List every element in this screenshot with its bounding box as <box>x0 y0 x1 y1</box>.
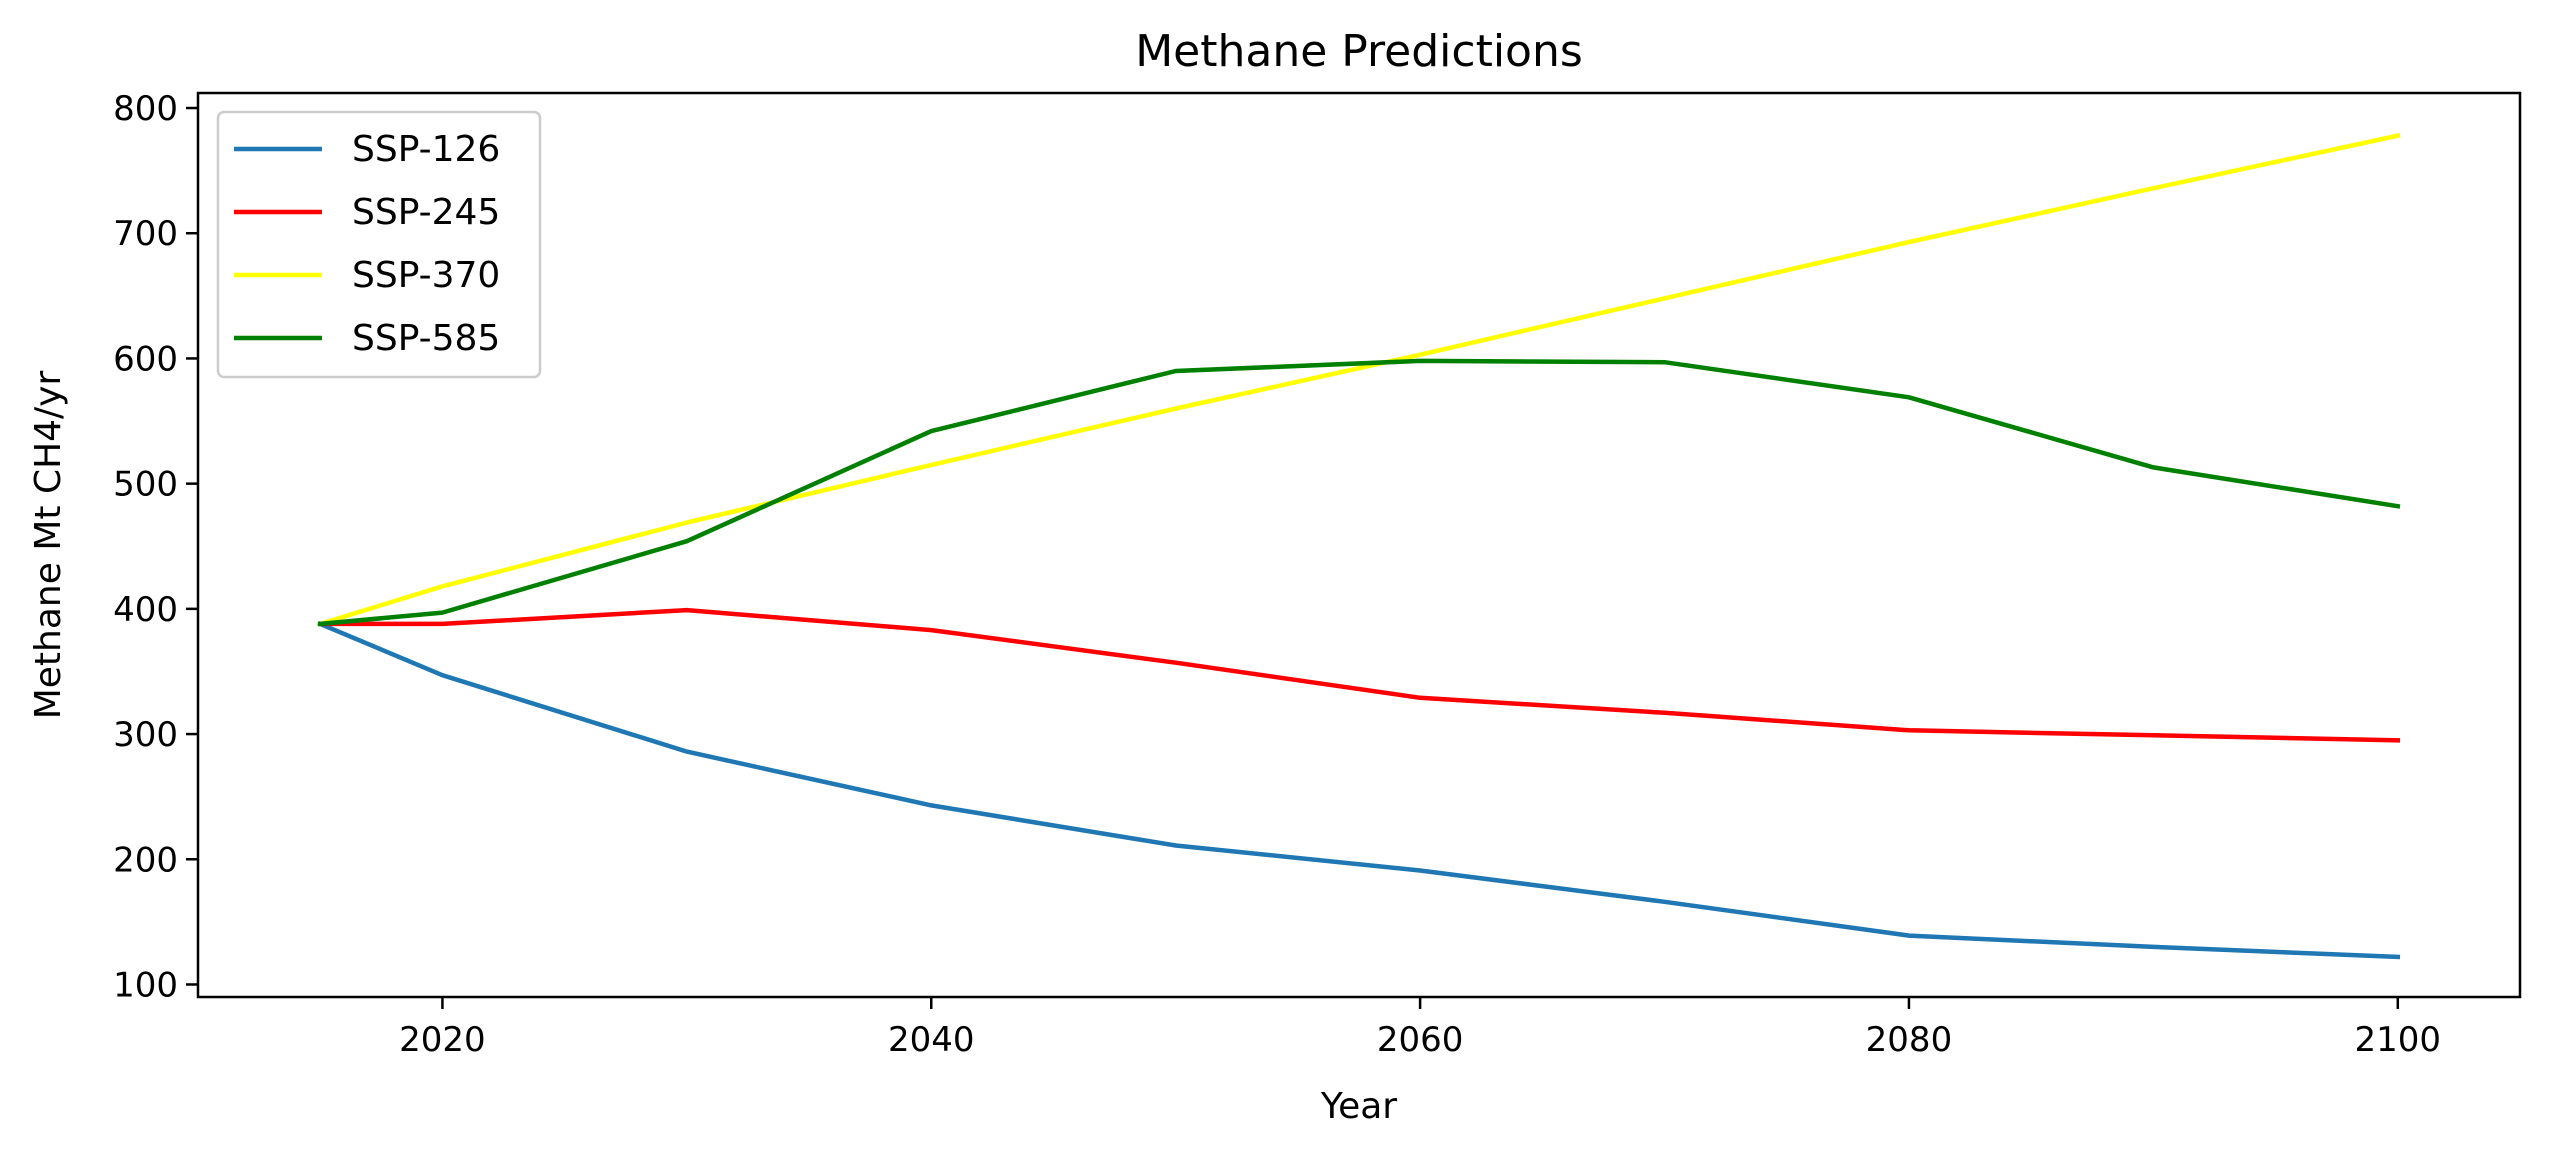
y-tick-label: 500 <box>113 465 178 505</box>
legend: SSP-126 SSP-245 SSP-370 SSP-585 <box>216 110 542 379</box>
x-axis: 2020 2040 2060 2080 2100 <box>399 997 2441 1060</box>
legend-label: SSP-245 <box>352 192 500 233</box>
plot-frame <box>196 91 2522 999</box>
legend-label: SSP-370 <box>352 255 500 296</box>
legend-box <box>216 110 542 379</box>
series-line-ssp-370 <box>317 132 2401 627</box>
series-line-ssp-585 <box>317 358 2401 627</box>
plot-area <box>317 132 2401 960</box>
y-axis-label: Methane Mt CH4/yr <box>28 371 69 720</box>
y-tick-label: 300 <box>113 715 178 755</box>
legend-label: SSP-585 <box>352 318 500 359</box>
x-tick-label: 2080 <box>1866 1020 1953 1060</box>
y-tick-label: 700 <box>113 214 178 254</box>
y-tick-label: 200 <box>113 840 178 880</box>
y-tick-label: 400 <box>113 590 178 630</box>
x-tick-label: 2100 <box>2355 1020 2442 1060</box>
y-tick-label: 600 <box>113 339 178 379</box>
y-axis: 100 200 300 400 500 600 700 800 <box>113 89 198 1005</box>
chart-title: Methane Predictions <box>1135 26 1583 77</box>
x-tick-label: 2020 <box>399 1020 486 1060</box>
x-tick-label: 2040 <box>888 1020 975 1060</box>
series-line-ssp-126 <box>317 620 2401 960</box>
x-axis-label: Year <box>1320 1086 1397 1127</box>
legend-label: SSP-126 <box>352 129 500 170</box>
y-tick-label: 800 <box>113 89 178 129</box>
series-line-ssp-245 <box>317 607 2401 743</box>
y-tick-label: 100 <box>113 965 178 1005</box>
x-tick-label: 2060 <box>1377 1020 1464 1060</box>
